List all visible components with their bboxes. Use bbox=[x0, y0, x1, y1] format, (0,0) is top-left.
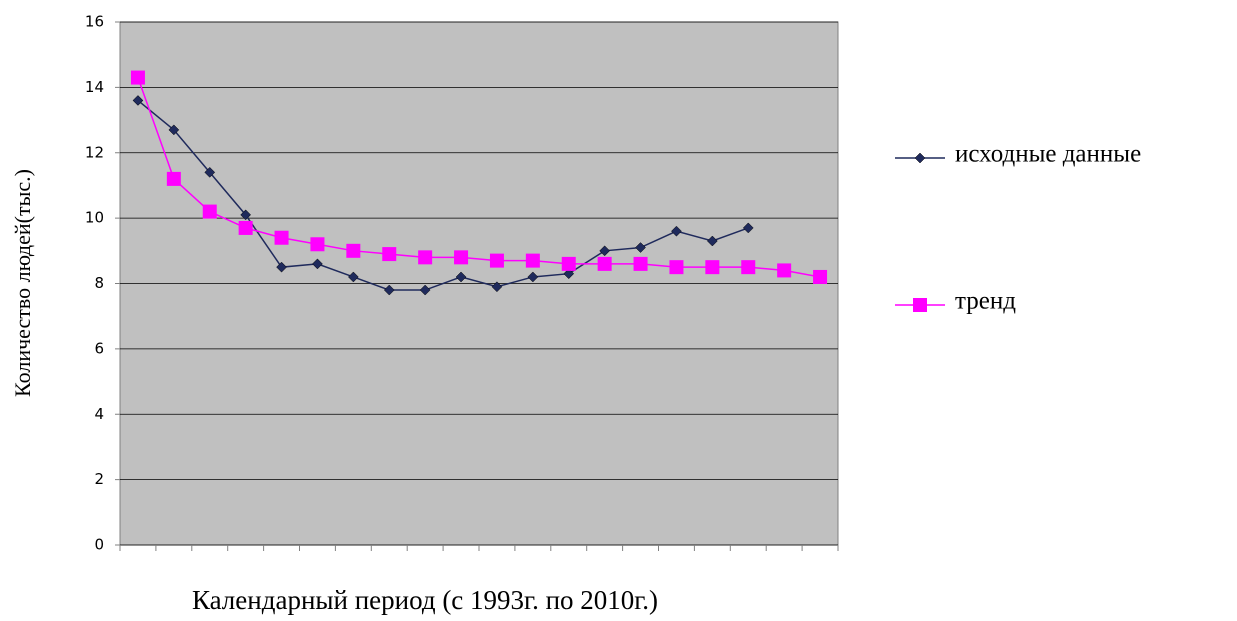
data-point bbox=[525, 253, 540, 268]
y-axis-title: Количество людей(тыс.) bbox=[10, 169, 35, 397]
data-point bbox=[238, 220, 253, 235]
data-point bbox=[130, 70, 145, 85]
data-point bbox=[168, 124, 180, 136]
data-point bbox=[383, 284, 395, 296]
y-tick-label: 0 bbox=[94, 536, 104, 554]
legend-marker bbox=[914, 152, 926, 164]
y-tick-label: 8 bbox=[94, 274, 104, 292]
data-point bbox=[633, 256, 648, 271]
y-tick-label: 2 bbox=[94, 470, 104, 488]
data-point bbox=[310, 237, 325, 252]
data-point bbox=[347, 271, 359, 283]
data-point bbox=[382, 247, 397, 262]
y-tick-label: 12 bbox=[85, 143, 104, 161]
y-tick-label: 6 bbox=[94, 339, 104, 357]
data-point bbox=[705, 260, 720, 275]
data-point bbox=[276, 261, 287, 273]
legend-label: тренд bbox=[955, 288, 1016, 315]
data-point bbox=[777, 263, 792, 278]
y-tick-label: 4 bbox=[94, 405, 104, 423]
legend-marker bbox=[913, 298, 927, 312]
data-point bbox=[671, 225, 682, 237]
data-point bbox=[563, 268, 575, 280]
data-point bbox=[669, 260, 684, 275]
legend-label: исходные данные bbox=[955, 141, 1141, 168]
data-point bbox=[454, 250, 469, 265]
data-point bbox=[240, 209, 252, 221]
data-point bbox=[706, 235, 718, 247]
data-point bbox=[491, 281, 503, 293]
data-point bbox=[346, 243, 361, 258]
y-tick-label: 10 bbox=[85, 209, 104, 227]
y-tick-label: 14 bbox=[85, 78, 104, 96]
data-point bbox=[741, 260, 756, 275]
data-point bbox=[204, 167, 216, 178]
data-point bbox=[527, 271, 539, 283]
y-tick-label: 16 bbox=[85, 13, 104, 31]
data-point bbox=[274, 230, 289, 245]
x-axis-title: Календарный период (с 1993г. по 2010г.) bbox=[192, 585, 658, 615]
data-point bbox=[418, 250, 433, 265]
data-point bbox=[419, 284, 431, 296]
data-point bbox=[597, 256, 612, 271]
data-point bbox=[132, 95, 144, 106]
data-point bbox=[561, 256, 576, 271]
data-point bbox=[455, 271, 467, 283]
data-point bbox=[202, 204, 217, 219]
data-point bbox=[599, 245, 611, 257]
data-point bbox=[635, 242, 646, 253]
data-point bbox=[742, 222, 754, 234]
series-line bbox=[137, 99, 749, 291]
data-point bbox=[489, 253, 504, 268]
data-point bbox=[813, 269, 828, 284]
data-point bbox=[312, 258, 323, 270]
data-point bbox=[166, 171, 181, 186]
